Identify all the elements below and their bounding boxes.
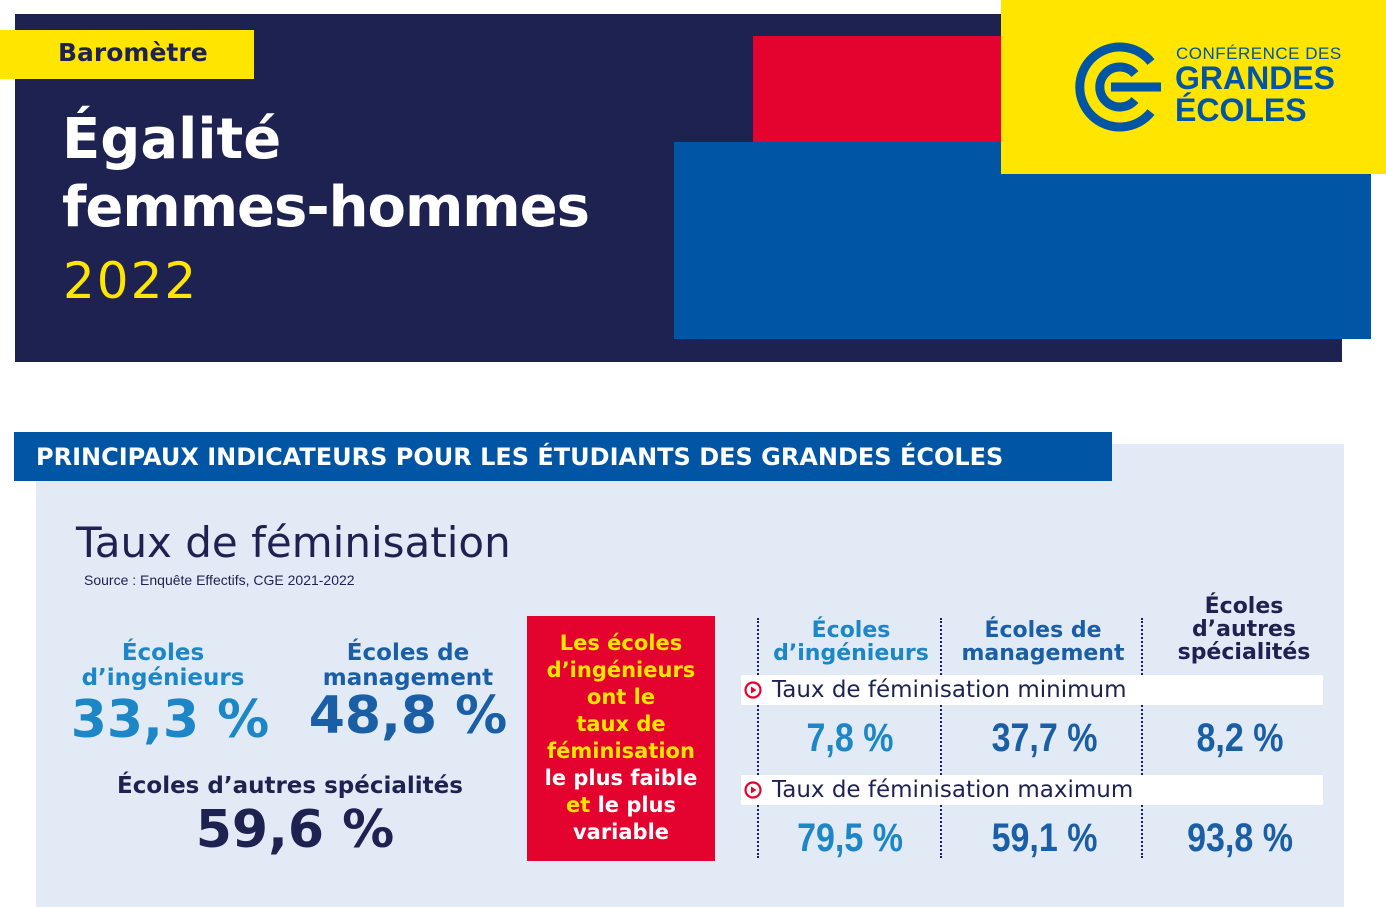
max-value-autres: 93,8 % [1187, 816, 1293, 860]
column-header-ingenieurs: Écoles d’ingénieurs [762, 619, 940, 665]
play-circle-icon [744, 681, 762, 699]
logo-text-line1: CONFÉRENCE DES [1176, 44, 1342, 63]
kpi-autres-label: Écoles d’autres spécialités [117, 773, 463, 799]
logo-text-line3: ÉCOLES [1175, 92, 1307, 128]
column-header-ingenieurs-line1: Écoles [811, 618, 891, 643]
kpi-management-label-line1: Écoles de [346, 640, 470, 666]
callout-box: Les écoles d’ingénieurs ont le taux de f… [527, 616, 715, 861]
section-banner: PRINCIPAUX INDICATEURS POUR LES ÉTUDIANT… [14, 432, 1112, 481]
logo-panel [1001, 0, 1386, 174]
column-divider [1141, 618, 1143, 858]
column-divider [757, 618, 759, 858]
page-year: 2022 [63, 252, 199, 310]
kpi-ingenieurs-value: 33,3 % [70, 690, 270, 750]
callout-line4: taux de [576, 712, 666, 736]
min-value-management: 37,7 % [991, 716, 1098, 760]
logo-text-line2: GRANDES [1175, 60, 1336, 96]
column-header-ingenieurs-line2: d’ingénieurs [773, 641, 929, 666]
kpi-management-label: Écoles de management [308, 641, 508, 691]
section-title: PRINCIPAUX INDICATEURS POUR LES ÉTUDIANT… [36, 443, 1004, 471]
column-header-management-line2: management [961, 641, 1125, 666]
kpi-management-value: 48,8 % [308, 686, 508, 746]
callout-line2: d’ingénieurs [546, 658, 696, 682]
kpi-ingenieurs-label: Écoles d’ingénieurs [68, 641, 258, 691]
row-min-band [741, 675, 1323, 705]
max-value-management: 59,1 % [991, 816, 1098, 860]
kpi-management-label-line2: management [322, 665, 494, 691]
callout-et: et [565, 793, 591, 817]
decor-red-block [753, 36, 1005, 142]
decor-blue-block [674, 142, 1371, 339]
kpi-ingenieurs-label-line1: Écoles [121, 640, 205, 666]
play-circle-icon [744, 781, 762, 799]
column-header-autres-line2: d’autres [1192, 617, 1296, 642]
row-min-label: Taux de féminisation minimum [772, 677, 1127, 703]
kpi-ingenieurs-label-line2: d’ingénieurs [81, 665, 245, 691]
barometer-tag: Baromètre [0, 30, 254, 79]
kpi-autres-value: 59,6 % [195, 800, 395, 860]
cge-logo-icon [1075, 42, 1161, 132]
callout-line7-rest: le plus [590, 793, 677, 817]
column-header-autres: Écoles d’autres spécialités [1146, 595, 1342, 664]
barometer-tag-label: Baromètre [58, 38, 208, 67]
callout-line8: variable [572, 820, 670, 844]
column-header-management-line1: Écoles de [984, 618, 1102, 643]
column-header-autres-line3: spécialités [1177, 640, 1311, 665]
column-header-management: Écoles de management [944, 619, 1142, 665]
column-divider [940, 618, 942, 858]
min-value-ingenieurs: 7,8 % [806, 716, 894, 760]
min-value-autres: 8,2 % [1196, 716, 1284, 760]
callout-line6: le plus faible [544, 766, 698, 790]
callout-line1: Les écoles [559, 631, 683, 655]
callout-line7: et le plus [527, 792, 715, 819]
page-title-line2: femmes-hommes [62, 175, 590, 240]
row-max-band [741, 775, 1323, 805]
callout-line3: ont le [586, 685, 656, 709]
page-title-line1: Égalité [62, 107, 282, 172]
row-max-label: Taux de féminisation maximum [772, 777, 1134, 803]
max-value-ingenieurs: 79,5 % [797, 816, 903, 860]
feminisation-title: Taux de féminisation [76, 518, 511, 567]
column-header-autres-line1: Écoles [1204, 594, 1284, 619]
callout-line5: féminisation [547, 739, 695, 763]
source-note: Source : Enquête Effectifs, CGE 2021-202… [84, 572, 355, 588]
